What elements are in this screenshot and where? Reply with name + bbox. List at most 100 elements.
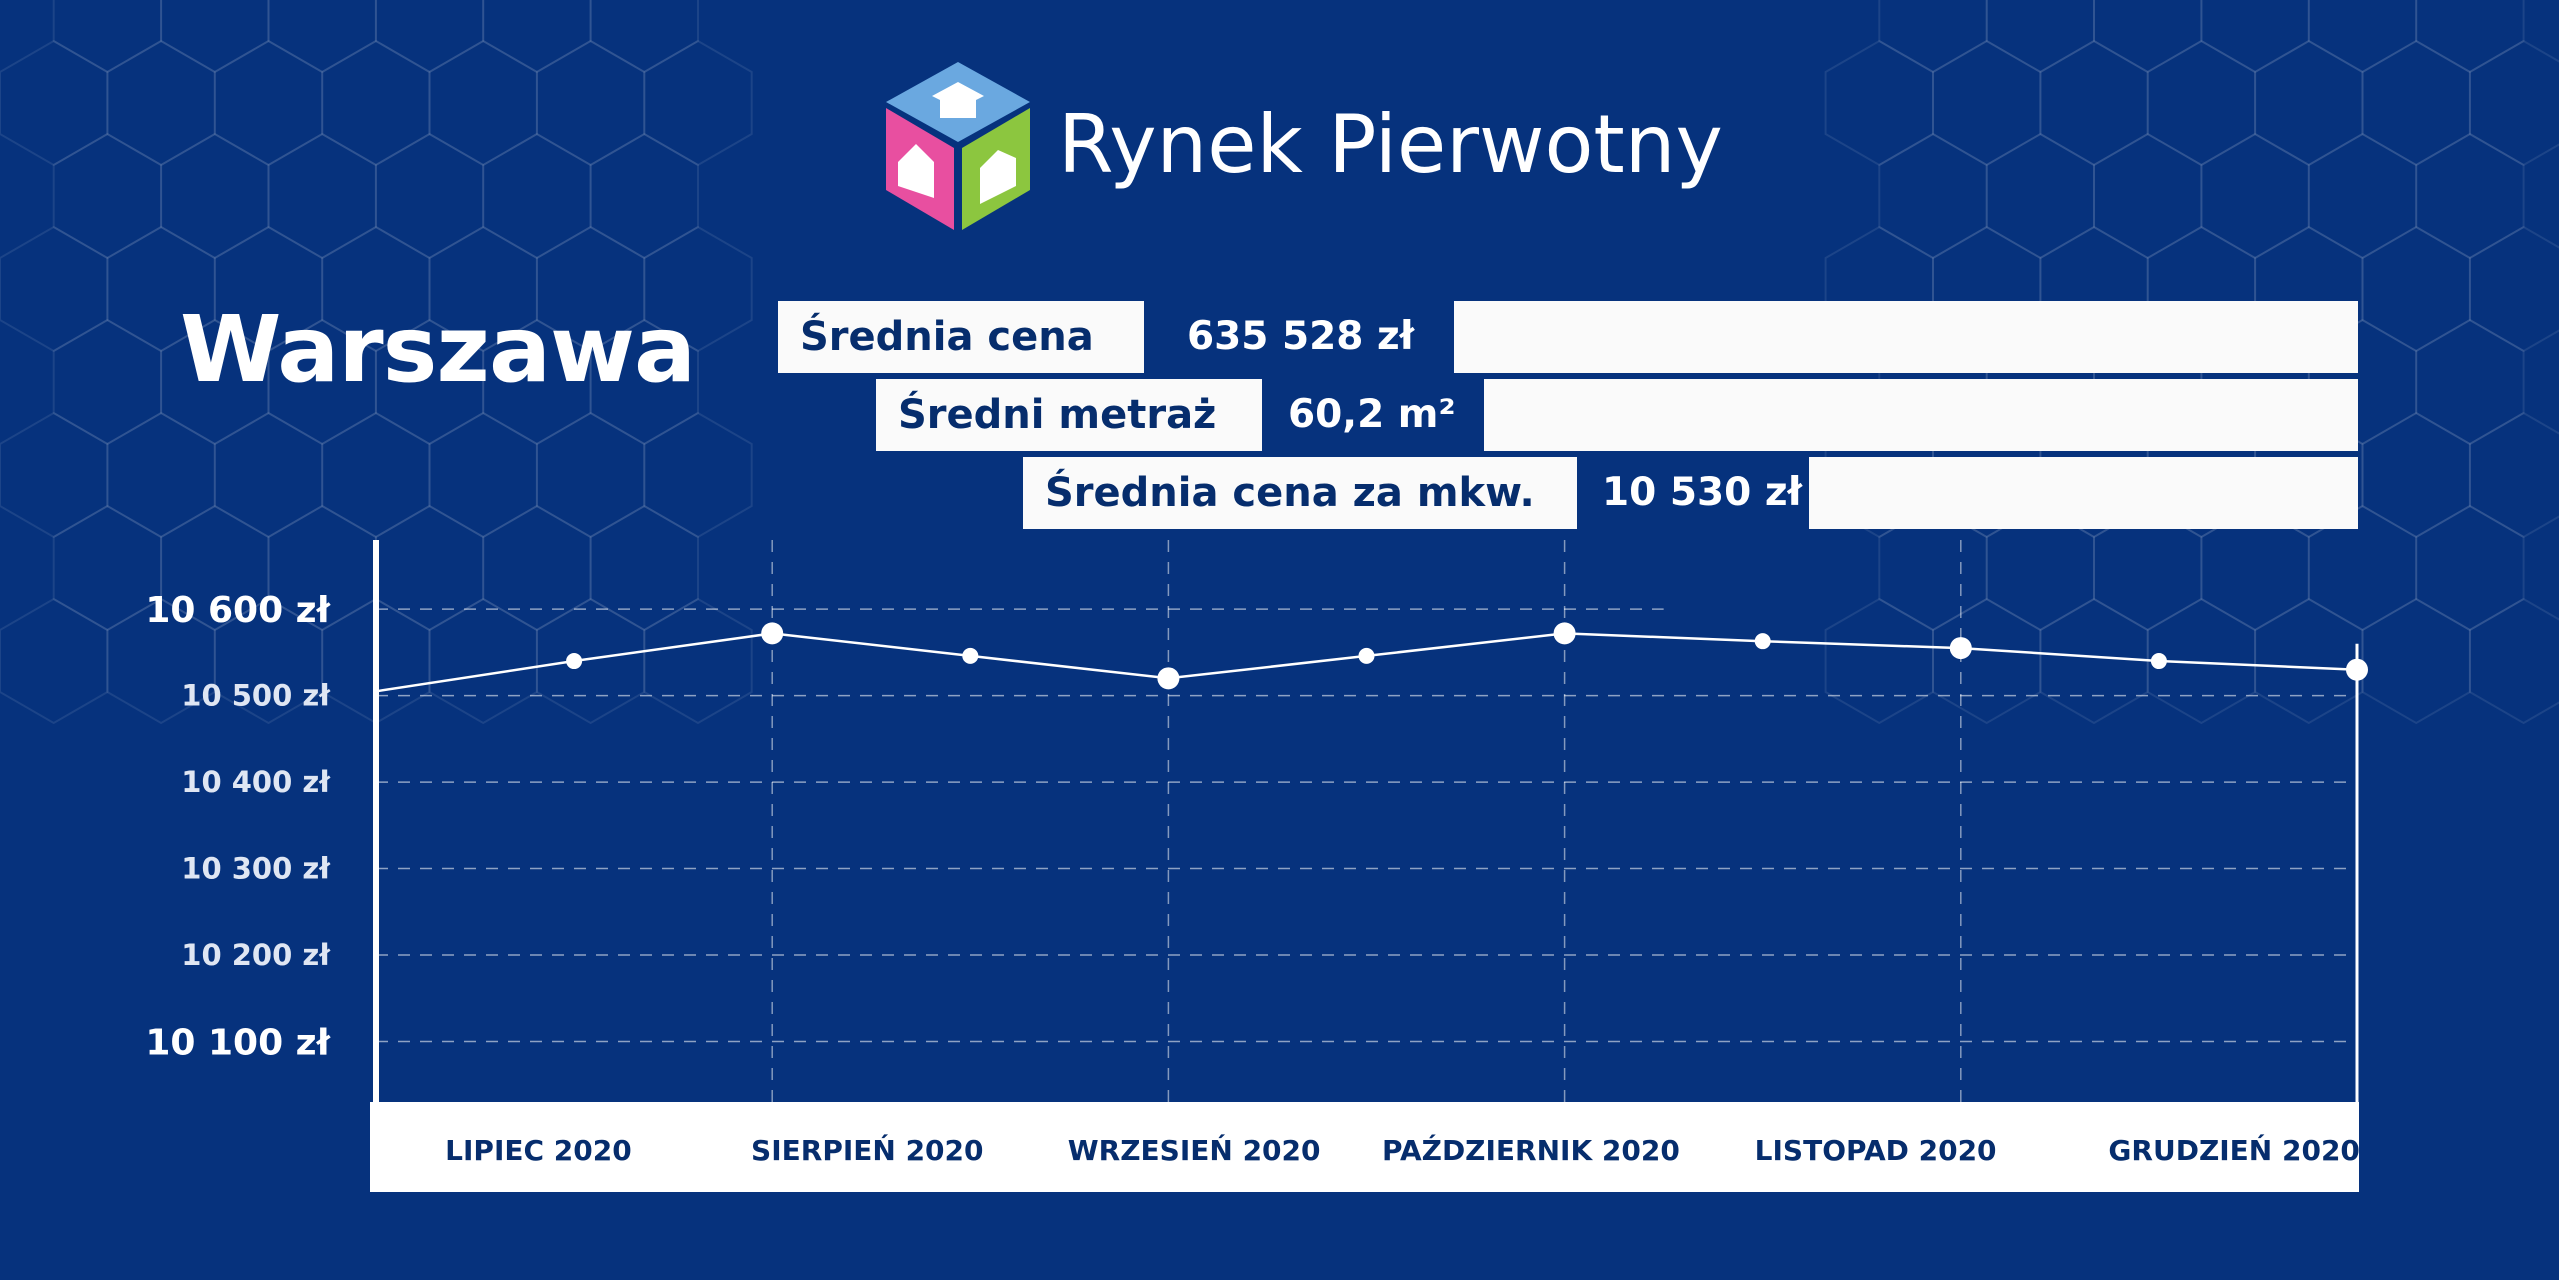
month-axis-panel [370, 1102, 2359, 1192]
hexagon-decoration [321, 39, 431, 167]
stat-label-avg-area: Średni metraż [876, 379, 1262, 451]
hexagon-decoration [2200, 132, 2310, 260]
data-point [1157, 667, 1180, 690]
hexagon-decoration [589, 0, 699, 74]
y-tick-label: 10 600 zł [145, 590, 331, 631]
hexagon-decoration [643, 597, 753, 725]
hexagon-decoration [2468, 411, 2559, 539]
hexagon-decoration [160, 0, 270, 74]
hexagon-decoration [0, 411, 109, 539]
hexagon-decoration [0, 225, 109, 353]
hexagon-decoration [160, 132, 270, 260]
hexagon-decoration [2361, 225, 2471, 353]
hexagon-decoration [428, 225, 538, 353]
x-tick-label: LISTOPAD 2020 [1755, 1134, 1997, 1167]
hexagon-decoration [106, 39, 216, 167]
hexagon-decoration [267, 0, 377, 74]
cube-logo-icon [886, 62, 1030, 230]
hexagon-decoration [535, 225, 646, 353]
hexagon-decoration [213, 597, 324, 725]
x-tick-label: GRUDZIEŃ 2020 [2108, 1133, 2359, 1167]
stat-bar-avg-price [1454, 301, 2358, 373]
hexagon-decoration [2039, 597, 2149, 725]
hexagon-decoration [52, 318, 163, 446]
hexagon-decoration [2415, 318, 2525, 446]
hexagon-decoration [52, 0, 163, 74]
hexagon-decoration [428, 39, 538, 167]
hexagon-decoration [321, 225, 431, 353]
x-tick-label: SIERPIEŃ 2020 [751, 1133, 983, 1167]
hexagon-decoration [2093, 132, 2203, 260]
hexagon-decoration [52, 504, 163, 632]
stat-bar-avg-area [1484, 379, 2358, 451]
hexagon-decoration [535, 597, 646, 725]
hexagon-decoration [1824, 39, 1934, 167]
hexagon-decoration [374, 318, 485, 446]
stat-label-avg-price: Średnia cena [778, 301, 1144, 373]
data-point [962, 647, 979, 664]
hexagon-decoration [2415, 132, 2525, 260]
hexagon-decoration [1985, 132, 2095, 260]
hexagon-decoration [2039, 39, 2149, 167]
y-tick-label: 10 300 zł [181, 852, 331, 886]
hexagon-decoration [2254, 39, 2364, 167]
x-tick-label: WRZESIEŃ 2020 [1068, 1133, 1321, 1167]
hexagon-decoration [535, 411, 646, 539]
hexagon-decoration [213, 39, 324, 167]
hexagon-decoration [106, 411, 216, 539]
hexagon-decoration [267, 132, 377, 260]
hexagon-decoration [2200, 0, 2310, 74]
y-tick-label: 10 200 zł [181, 938, 331, 972]
hexagon-decoration [374, 132, 485, 260]
x-tick-label: LIPIEC 2020 [445, 1134, 632, 1167]
data-point [1553, 622, 1576, 645]
hexagon-decoration [589, 504, 699, 632]
hexagon-decoration [482, 504, 592, 632]
hexagon-decoration [2361, 411, 2471, 539]
hexagon-decoration [1824, 597, 1934, 725]
data-point [1358, 647, 1375, 664]
hexagon-decoration [52, 132, 163, 260]
hexagon-decoration [1878, 0, 1988, 74]
hexagon-decoration [482, 318, 592, 446]
hexagon-decoration [2146, 597, 2257, 725]
stat-value-avg-price: 635 528 zł [1187, 314, 1415, 359]
hexagon-decoration [0, 597, 109, 725]
hexagon-decoration [213, 225, 324, 353]
hexagon-decoration [2468, 39, 2559, 167]
hexagon-decoration [589, 318, 699, 446]
hexagon-decoration [106, 225, 216, 353]
hexagon-decoration [643, 225, 753, 353]
data-point [1754, 633, 1771, 650]
hexagon-decoration [2307, 504, 2418, 632]
hexagon-decoration [2361, 597, 2471, 725]
stat-value-price-per-sqm: 10 530 zł [1602, 470, 1803, 515]
hexagon-decoration [482, 0, 592, 74]
brand-name: Rynek Pierwotny [1058, 98, 1723, 191]
hexagon-decoration [428, 411, 538, 539]
hexagon-decoration [2307, 0, 2418, 74]
hexagon-decoration [374, 0, 485, 74]
hexagon-decoration [1932, 597, 2042, 725]
hexagon-decoration [482, 132, 592, 260]
hexagon-decoration [2254, 597, 2364, 725]
hexagon-decoration [2307, 132, 2418, 260]
hexagon-decoration [0, 39, 109, 167]
hexagon-decoration [589, 132, 699, 260]
hexagon-decoration [643, 411, 753, 539]
stat-label-price-per-sqm: Średnia cena za mkw. [1023, 457, 1577, 529]
hexagon-decoration [1932, 39, 2042, 167]
city-title: Warszawa [180, 296, 696, 403]
hexagon-decoration [2415, 504, 2525, 632]
data-point [2150, 653, 2167, 670]
stat-value-avg-area: 60,2 m² [1288, 392, 1456, 437]
y-tick-label: 10 400 zł [181, 765, 331, 799]
hexagon-decoration [428, 597, 538, 725]
hexagon-decoration [106, 597, 216, 725]
data-point [761, 622, 784, 645]
hexagon-decoration [321, 411, 431, 539]
hexagon-decoration [2468, 597, 2559, 725]
y-tick-label: 10 500 zł [181, 679, 331, 713]
